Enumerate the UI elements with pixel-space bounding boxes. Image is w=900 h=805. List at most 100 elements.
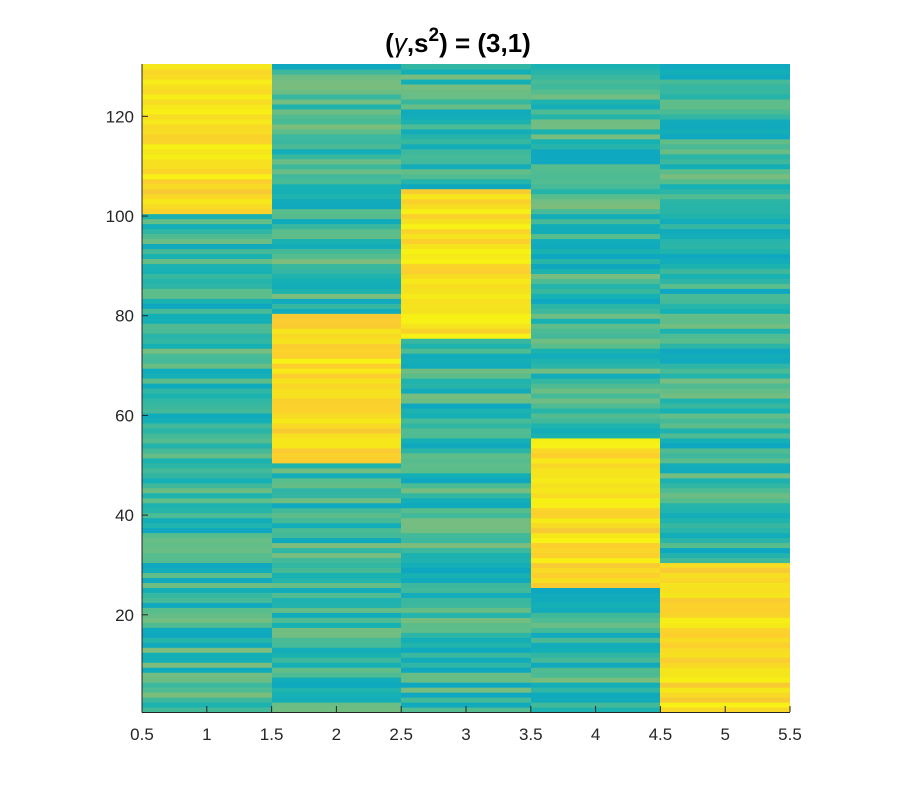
heatmap-cell <box>531 542 660 549</box>
heatmap-cell <box>401 108 531 115</box>
heatmap-cell <box>660 338 790 344</box>
heatmap-cell <box>272 348 401 354</box>
heatmap-cell <box>531 447 660 454</box>
heatmap-cell <box>272 687 401 693</box>
heatmap-cell <box>401 547 531 554</box>
heatmap-cell <box>401 412 531 419</box>
heatmap-cell <box>142 328 272 334</box>
heatmap-cell <box>272 507 401 514</box>
heatmap-cell <box>531 552 660 559</box>
heatmap-cell <box>272 492 401 499</box>
heatmap-cell <box>660 363 790 369</box>
heatmap-cell <box>142 383 272 389</box>
heatmap-cell <box>272 442 401 449</box>
heatmap-cell <box>531 378 660 384</box>
heatmap-cell <box>142 338 272 344</box>
heatmap-cell <box>531 118 660 125</box>
heatmap-cell <box>401 692 531 698</box>
heatmap-cell <box>401 682 531 688</box>
heatmap-cell <box>142 248 272 255</box>
heatmap-cell <box>401 143 531 150</box>
heatmap-cell <box>660 537 790 544</box>
heatmap-cell <box>142 532 272 539</box>
heatmap-cell <box>142 228 272 235</box>
heatmap-cell <box>142 153 272 160</box>
heatmap-cell <box>660 422 790 429</box>
heatmap-cell <box>401 542 531 549</box>
heatmap-cell <box>272 328 401 334</box>
title-middle: ,s <box>407 28 429 58</box>
heatmap-cell <box>531 323 660 329</box>
heatmap-cell <box>531 103 660 110</box>
heatmap-cell <box>401 522 531 529</box>
heatmap-cell <box>142 208 272 215</box>
heatmap-cell <box>142 363 272 369</box>
heatmap-cell <box>401 303 531 309</box>
heatmap-cell <box>660 402 790 409</box>
heatmap-cell <box>142 452 272 459</box>
heatmap-cell <box>531 457 660 464</box>
heatmap-cell <box>142 98 272 105</box>
heatmap-cell <box>660 607 790 613</box>
heatmap-cell <box>531 527 660 534</box>
heatmap-cell <box>142 462 272 469</box>
heatmap-cell <box>401 388 531 394</box>
heatmap-cell <box>531 248 660 255</box>
heatmap-cell <box>142 437 272 444</box>
heatmap-cell <box>401 512 531 519</box>
heatmap-cell <box>660 388 790 394</box>
heatmap-cell <box>401 617 531 623</box>
heatmap-cell <box>272 213 401 220</box>
heatmap-cell <box>531 687 660 693</box>
chart-title: (γ,s2) = (3,1) <box>385 25 531 58</box>
heatmap-cell <box>401 98 531 105</box>
heatmap-cell <box>660 103 790 110</box>
heatmap-cell <box>401 368 531 374</box>
heatmap-cell <box>531 253 660 259</box>
heatmap-cell <box>142 547 272 554</box>
heatmap-cell <box>531 587 660 593</box>
heatmap-cell <box>142 358 272 364</box>
heatmap-cell <box>531 522 660 529</box>
heatmap-cell <box>401 437 531 444</box>
heatmap-cell <box>401 462 531 469</box>
heatmap-cell <box>531 303 660 309</box>
heatmap-cell <box>142 542 272 549</box>
heatmap-cell <box>272 118 401 125</box>
heatmap-cell <box>531 627 660 633</box>
heatmap-cell <box>142 432 272 439</box>
heatmap-cell <box>142 412 272 419</box>
heatmap-cell <box>531 577 660 583</box>
heatmap-cell <box>660 462 790 469</box>
heatmap-cell <box>272 457 401 464</box>
heatmap-cell <box>531 163 660 170</box>
heatmap-cell <box>142 467 272 474</box>
heatmap-cell <box>531 358 660 364</box>
heatmap-cell <box>401 233 531 240</box>
heatmap-cell <box>142 527 272 534</box>
heatmap-cell <box>531 68 660 75</box>
heatmap-cell <box>272 388 401 394</box>
heatmap-cell <box>531 502 660 509</box>
y-tick-label: 120 <box>106 107 134 126</box>
heatmap-cell <box>660 163 790 170</box>
heatmap-cell <box>142 263 272 269</box>
heatmap-cell <box>531 642 660 648</box>
heatmap-cell <box>272 278 401 284</box>
heatmap-cell <box>660 73 790 80</box>
heatmap-cell <box>531 293 660 299</box>
heatmap-cell <box>531 597 660 603</box>
heatmap-cell <box>660 507 790 514</box>
heatmap-cell <box>660 358 790 364</box>
heatmap-cell <box>531 298 660 304</box>
heatmap-cell <box>142 103 272 110</box>
heatmap-cell <box>531 363 660 369</box>
heatmap-cell <box>660 183 790 190</box>
heatmap-cell <box>401 517 531 524</box>
heatmap-cell <box>401 333 531 339</box>
heatmap-cell <box>272 113 401 120</box>
heatmap-cell <box>142 672 272 678</box>
heatmap-cell <box>401 83 531 90</box>
heatmap-cell <box>272 472 401 479</box>
heatmap-cell <box>142 602 272 608</box>
